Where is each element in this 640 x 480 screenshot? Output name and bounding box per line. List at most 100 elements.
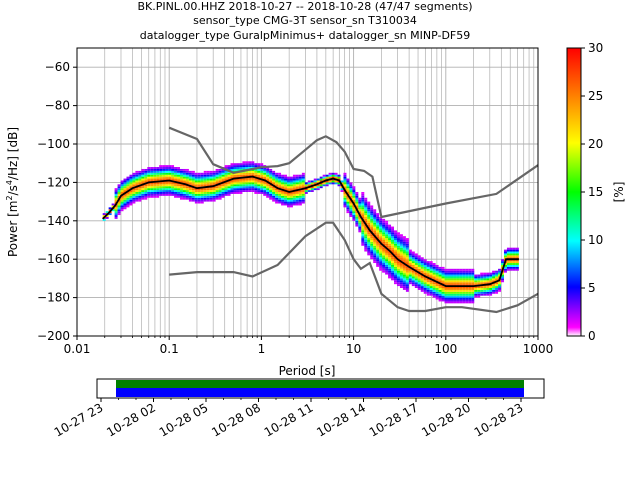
heatmap-cell: [242, 186, 246, 189]
heatmap-cell: [191, 180, 195, 183]
heatmap-cell: [257, 184, 261, 187]
heatmap-cell: [177, 176, 180, 179]
heatmap-cell: [221, 174, 225, 177]
heatmap-cell: [132, 190, 136, 192]
heatmap-cell: [459, 299, 463, 302]
heatmap-cell: [382, 232, 386, 235]
heatmap-cell: [236, 188, 240, 191]
heatmap-cell: [462, 278, 466, 281]
heatmap-cell: [281, 186, 285, 189]
heatmap-cell: [385, 222, 389, 225]
heatmap-cell: [512, 247, 516, 250]
heatmap-cell: [420, 257, 424, 260]
heatmap-cell: [391, 245, 395, 248]
heatmap-cell: [182, 192, 186, 194]
heatmap-cell: [200, 192, 204, 194]
heatmap-cell: [284, 203, 287, 206]
heatmap-cell: [379, 253, 383, 256]
heatmap-cell: [471, 286, 475, 288]
heatmap-cell: [414, 278, 418, 281]
heatmap-cell: [382, 264, 386, 267]
heatmap-cell: [429, 270, 433, 273]
heatmap-cell: [275, 184, 279, 187]
heatmap-cell: [399, 236, 403, 239]
heatmap-cell: [165, 188, 169, 191]
heatmap-cell: [254, 186, 258, 189]
heatmap-cell: [334, 174, 338, 177]
heatmap-cell: [165, 190, 169, 192]
heatmap-cell: [254, 180, 258, 183]
y-tick-label: −160: [37, 252, 70, 266]
heatmap-cell: [111, 209, 115, 212]
heatmap-cell: [233, 188, 237, 191]
heatmap-cell: [385, 251, 389, 254]
heatmap-cell: [197, 178, 201, 181]
heatmap-cell: [245, 172, 249, 175]
heatmap-cell: [388, 230, 392, 233]
heatmap-cell: [385, 232, 389, 235]
heatmap-cell: [391, 263, 395, 265]
heatmap-cell: [483, 288, 487, 290]
heatmap-cell: [120, 182, 124, 185]
heatmap-cell: [346, 188, 350, 191]
heatmap-cell: [307, 182, 311, 185]
heatmap-cell: [257, 172, 261, 175]
heatmap-cell: [132, 172, 136, 175]
heatmap-cell: [162, 178, 166, 181]
heatmap-cell: [182, 184, 186, 187]
heatmap-cell: [150, 178, 154, 181]
heatmap-cell: [123, 205, 127, 208]
x-axis-label: Period [s]: [279, 364, 336, 378]
heatmap-cell: [209, 193, 213, 196]
heatmap-cell: [269, 197, 273, 200]
heatmap-cell: [402, 240, 406, 242]
heatmap-cell: [495, 274, 499, 277]
heatmap-cell: [239, 186, 243, 189]
heatmap-cell: [417, 270, 421, 273]
heatmap-cell: [361, 205, 365, 208]
heatmap-cell: [367, 215, 371, 217]
heatmap-cell: [257, 174, 261, 177]
heatmap-cell: [462, 299, 466, 302]
heatmap-cell: [441, 270, 445, 273]
heatmap-cell: [367, 247, 371, 250]
heatmap-cell: [435, 295, 439, 298]
heatmap-cell: [414, 264, 418, 267]
heatmap-cell: [171, 190, 175, 192]
heatmap-cell: [132, 180, 136, 183]
heatmap-cell: [396, 272, 400, 275]
heatmap-cell: [459, 278, 463, 281]
heatmap-cell: [138, 188, 142, 191]
heatmap-cell: [153, 178, 157, 181]
heatmap-cell: [399, 259, 403, 262]
heatmap-cell: [509, 261, 513, 264]
heatmap-cell: [221, 168, 225, 171]
heatmap-cell: [289, 201, 293, 204]
heatmap-cell: [188, 178, 192, 181]
x-tick-label: 1000: [523, 342, 554, 356]
heatmap-cell: [188, 180, 192, 183]
heatmap-cell: [248, 178, 252, 181]
heatmap-cell: [462, 268, 466, 271]
heatmap-cell: [396, 236, 400, 239]
heatmap-cell: [396, 253, 400, 256]
heatmap-cell: [218, 176, 222, 179]
heatmap-cell: [278, 201, 282, 204]
heatmap-cell: [138, 195, 142, 198]
heatmap-cell: [132, 182, 136, 185]
heatmap-cell: [292, 176, 296, 179]
heatmap-cell: [254, 182, 258, 185]
heatmap-cell: [266, 178, 270, 181]
heatmap-cell: [370, 213, 374, 216]
heatmap-cell: [328, 174, 332, 177]
heatmap-cell: [218, 174, 222, 177]
heatmap-cell: [236, 180, 240, 183]
heatmap-cell: [358, 209, 362, 212]
heatmap-cell: [385, 236, 389, 239]
heatmap-cell: [388, 228, 392, 231]
heatmap-cell: [120, 190, 124, 192]
heatmap-cell: [405, 286, 409, 288]
heatmap-cell: [402, 274, 406, 277]
heatmap-cell: [248, 184, 252, 187]
heatmap-cell: [501, 261, 504, 264]
